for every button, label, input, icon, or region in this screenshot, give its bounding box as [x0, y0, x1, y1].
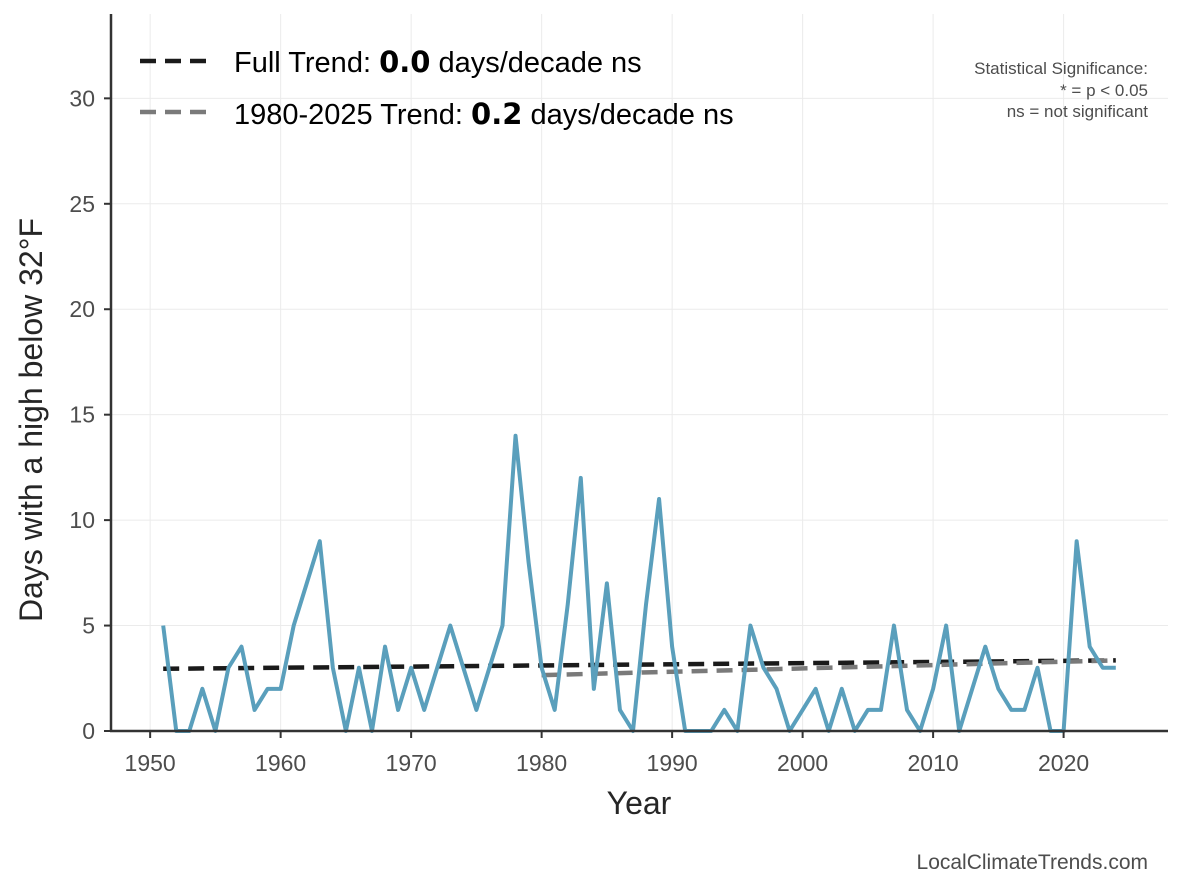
x-tick-label-1980: 1980	[516, 750, 567, 776]
series-line-0	[161, 433, 1116, 733]
x-tick-label-2010: 2010	[908, 750, 959, 776]
legend-label-recent-trend: 1980-2025 Trend: 0.2 days/decade ns	[234, 97, 734, 131]
x-tick-label-2020: 2020	[1038, 750, 1089, 776]
significance-note: Statistical Significance: * = p < 0.05 n…	[974, 59, 1148, 121]
x-axis-title: Year	[607, 785, 672, 821]
y-tick-label-0: 0	[82, 718, 95, 744]
legend-label-full-trend: Full Trend: 0.0 days/decade ns	[234, 45, 642, 79]
data-series	[161, 433, 1116, 733]
legend: Full Trend: 0.0 days/decade ns 1980-2025…	[140, 45, 734, 131]
y-tick-label-5: 5	[82, 613, 95, 639]
significance-ns-legend: ns = not significant	[1007, 102, 1149, 121]
x-tick-label-1970: 1970	[386, 750, 437, 776]
grid	[111, 14, 1168, 732]
y-axis-title: Days with a high below 32°F	[13, 218, 49, 622]
x-tick-label-1990: 1990	[647, 750, 698, 776]
y-tick-label-25: 25	[69, 191, 95, 217]
y-tick-label-30: 30	[69, 85, 95, 111]
trend-line-recent	[541, 658, 1116, 678]
axes	[109, 14, 1168, 733]
x-axis-ticks: 1950 1960 1970 1980 1990 2000 2010 2020	[125, 731, 1089, 776]
x-tick-label-1950: 1950	[125, 750, 176, 776]
significance-threshold: * = p < 0.05	[1060, 81, 1148, 100]
y-tick-label-20: 20	[69, 296, 95, 322]
y-tick-label-10: 10	[69, 507, 95, 533]
y-axis-ticks: 0 5 10 15 20 25 30	[69, 85, 111, 744]
site-credit: LocalClimateTrends.com	[917, 851, 1148, 874]
x-tick-label-1960: 1960	[255, 750, 306, 776]
y-tick-label-15: 15	[69, 402, 95, 428]
x-tick-label-2000: 2000	[777, 750, 828, 776]
significance-title: Statistical Significance:	[974, 59, 1148, 78]
